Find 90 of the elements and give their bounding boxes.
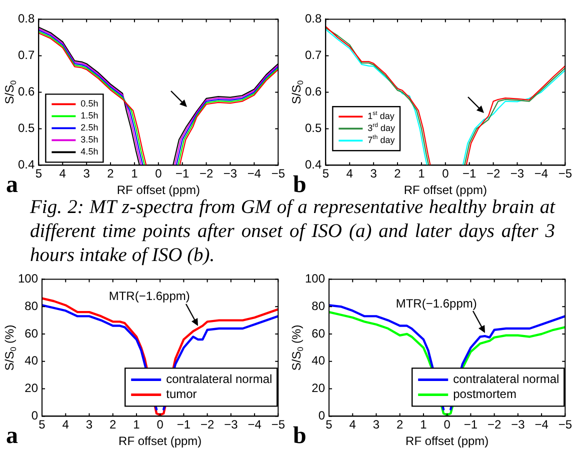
y-tick-label: 100 — [18, 272, 38, 286]
annotation: MTR(−1.6ppm) — [396, 296, 477, 310]
y-tick-label: 20 — [312, 381, 326, 396]
x-tick-label: 1 — [418, 166, 426, 181]
legend-label: contralateral normal — [453, 372, 560, 386]
x-tick-label: −2 — [487, 418, 502, 432]
x-tick-label: 4 — [62, 418, 70, 432]
x-tick-label: −5 — [558, 418, 572, 432]
x-tick-label: 0 — [155, 166, 162, 181]
y-tick-label: 0.5 — [18, 121, 35, 136]
y-tick-label: 0.4 — [304, 158, 322, 172]
x-tick-label: 1 — [131, 166, 138, 181]
x-tick-label: −1 — [462, 166, 477, 181]
x-tick-label: −4 — [247, 166, 262, 181]
x-tick-label: −2 — [199, 166, 214, 181]
y-tick-label: 40 — [24, 354, 38, 368]
x-tick-label: −1 — [176, 418, 191, 432]
text: b — [293, 423, 306, 449]
y-tick-label: 60 — [312, 326, 326, 340]
x-tick-label: 4 — [346, 166, 354, 181]
x-tick-label: 3 — [372, 418, 380, 432]
x-tick-label: 1 — [133, 418, 140, 432]
legend-label: postmortem — [453, 387, 516, 402]
annotation: MTR(−1.6ppm) — [108, 288, 190, 303]
text: a — [6, 172, 18, 198]
legend-label: contralateral normal — [166, 372, 272, 386]
y-axis-title: S/S0 — [289, 80, 305, 104]
x-tick-label: −4 — [534, 166, 548, 181]
x-tick-label: 0 — [156, 418, 164, 432]
x-tick-label: −4 — [248, 418, 262, 432]
x-tick-label: −3 — [224, 418, 238, 432]
y-tick-label: 0.8 — [304, 12, 322, 26]
y-tick-label: 0.8 — [18, 12, 35, 26]
x-tick-label: 5 — [38, 418, 46, 432]
y-tick-label: 0.4 — [18, 158, 35, 172]
x-tick-label: −1 — [176, 166, 190, 181]
x-tick-label: 5 — [322, 166, 330, 181]
x-tick-label: 3 — [370, 166, 378, 181]
x-axis-title: RF offset (ppm) — [116, 183, 200, 198]
x-tick-label: 1 — [420, 418, 428, 432]
x-tick-label: −3 — [510, 166, 524, 181]
legend-label: 4.5h — [80, 146, 98, 157]
x-tick-label: −5 — [558, 166, 572, 181]
legend-label: 0.5h — [80, 98, 98, 109]
text: a — [6, 423, 18, 449]
legend-label: 3.5h — [80, 134, 98, 145]
y-tick-label: 0 — [31, 408, 38, 423]
x-axis-title: RF offset (ppm) — [406, 434, 489, 448]
x-tick-label: 2 — [107, 166, 114, 181]
legend-label: tumor — [166, 387, 197, 402]
x-tick-label: 4 — [349, 418, 356, 432]
x-tick-label: 5 — [326, 418, 333, 432]
y-tick-label: 0 — [318, 408, 326, 423]
y-tick-label: 0.6 — [304, 84, 322, 99]
y-tick-label: 0.7 — [304, 48, 322, 62]
x-tick-label: 2 — [394, 166, 402, 181]
x-tick-label: 0 — [442, 166, 450, 181]
x-axis-title: RF offset (ppm) — [118, 434, 202, 448]
x-tick-label: −3 — [223, 166, 238, 181]
x-tick-label: −3 — [511, 418, 526, 432]
y-tick-label: 40 — [312, 354, 326, 368]
x-tick-label: 4 — [59, 166, 66, 181]
y-tick-label: 0.5 — [304, 121, 322, 136]
x-tick-label: 0 — [444, 418, 451, 432]
x-tick-label: 5 — [35, 166, 42, 181]
x-tick-label: −5 — [271, 166, 286, 181]
x-tick-label: −2 — [200, 418, 214, 432]
y-tick-label: 80 — [24, 298, 38, 313]
legend-label: 1.5h — [80, 110, 98, 121]
y-tick-label: 0.6 — [18, 84, 35, 99]
x-tick-label: 3 — [86, 418, 93, 432]
x-tick-label: −1 — [464, 418, 478, 432]
y-tick-label: 60 — [24, 326, 38, 340]
caption: Fig. 2: MT z-spectra from GM of a representative healthy brain at different time points after onset of ISO (a) and later days after 3 hours intake of ISO (b). — [30, 196, 555, 268]
x-tick-label: −5 — [271, 418, 286, 432]
x-axis-title: RF offset (ppm) — [404, 183, 487, 198]
x-tick-label: 2 — [110, 418, 117, 432]
y-tick-label: 100 — [304, 272, 326, 286]
legend-label: 2.5h — [80, 122, 98, 133]
y-tick-label: 80 — [312, 298, 326, 313]
x-tick-label: −2 — [486, 166, 500, 181]
y-tick-label: 20 — [24, 381, 38, 396]
y-axis-title: S/S0 (%) — [2, 324, 18, 371]
y-axis-title: S/S0 — [2, 80, 18, 104]
x-tick-label: 2 — [396, 418, 404, 432]
y-tick-label: 0.7 — [18, 48, 35, 62]
text: b — [293, 172, 306, 198]
x-tick-label: 3 — [83, 166, 90, 181]
x-tick-label: −4 — [534, 418, 549, 432]
y-axis-title: S/S0 (%) — [289, 324, 305, 371]
